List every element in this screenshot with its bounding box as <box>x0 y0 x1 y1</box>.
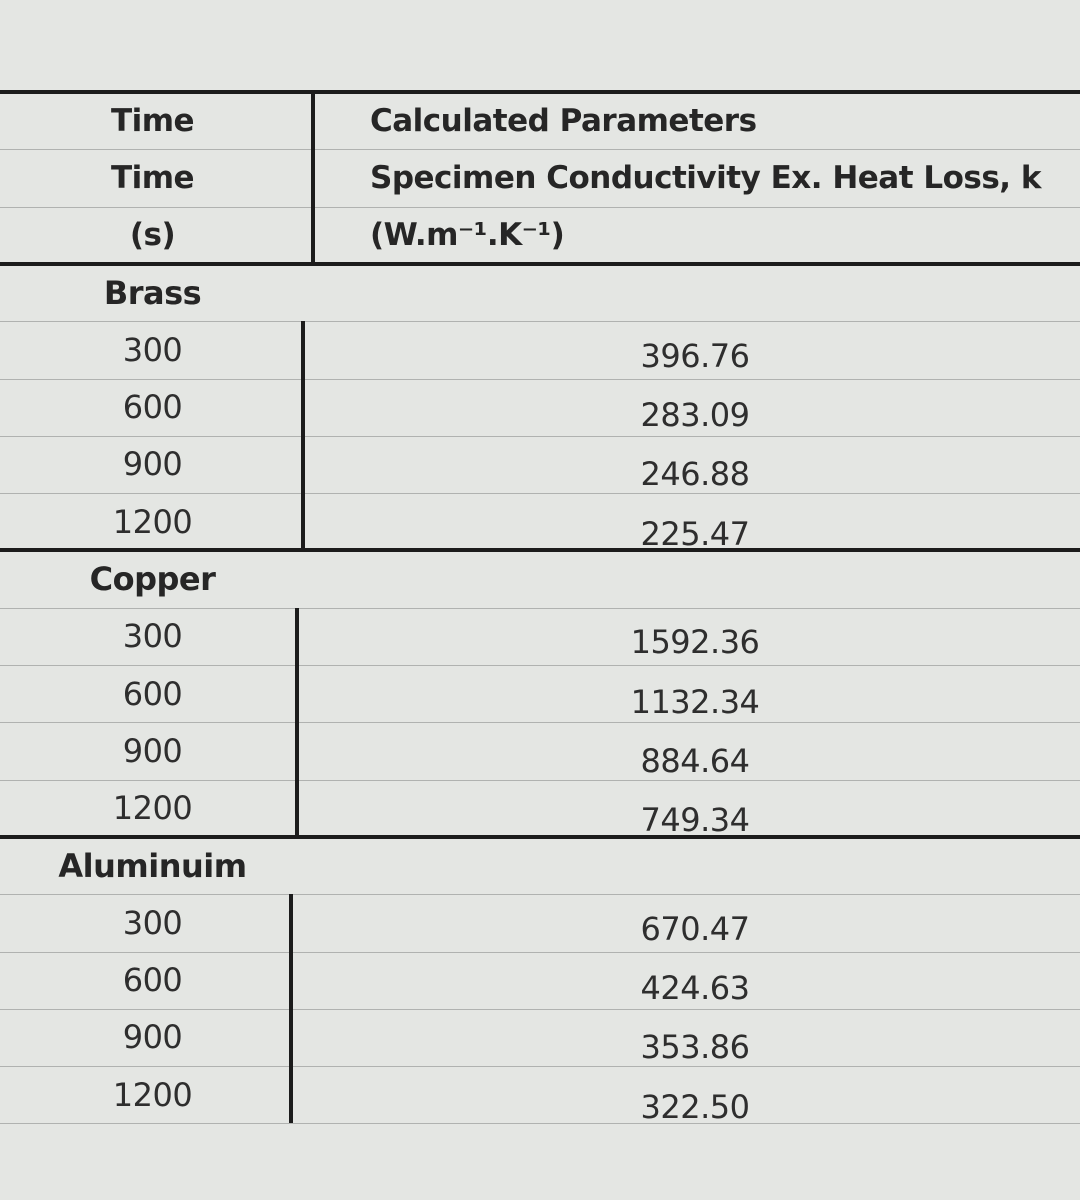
header-cell: Specimen Conductivity Ex. Heat Loss, k <box>370 159 1041 196</box>
row-rule <box>0 321 1080 323</box>
time-cell: 900 <box>122 731 183 770</box>
value-cell: 670.47 <box>640 909 750 948</box>
value-cell: 322.50 <box>640 1087 750 1126</box>
row-rule <box>0 149 1080 151</box>
header-cell: (W.m⁻¹.K⁻¹) <box>370 217 565 254</box>
row-rule <box>0 1008 1080 1010</box>
row-rule <box>0 378 1080 380</box>
time-cell: 600 <box>122 388 183 427</box>
header-cell: Time <box>110 102 195 139</box>
row-rule <box>0 665 1080 666</box>
time-cell: 900 <box>122 445 183 484</box>
time-cell: 1200 <box>112 1075 193 1114</box>
row-rule <box>0 493 1080 495</box>
row-rule <box>0 1066 1080 1068</box>
row-rule <box>0 722 1080 724</box>
time-cell: 1200 <box>112 789 193 828</box>
group-label: Aluminuim <box>58 846 247 885</box>
value-cell: 396.76 <box>640 336 750 375</box>
value-cell: 884.64 <box>640 741 750 780</box>
value-cell: 424.63 <box>640 969 750 1008</box>
thick-rule <box>0 548 1080 553</box>
value-cell: 283.09 <box>640 396 750 435</box>
column-rule <box>301 321 305 551</box>
row-rule <box>0 951 1080 953</box>
row-rule <box>0 894 1080 896</box>
time-cell: 1200 <box>112 502 193 541</box>
column-rule <box>289 894 293 1124</box>
thick-rule <box>0 834 1080 839</box>
header-cell: (s) <box>129 217 176 254</box>
time-cell: 600 <box>122 674 183 713</box>
row-rule <box>0 779 1080 781</box>
value-cell: 353.86 <box>640 1028 750 1067</box>
value-cell: 1132.34 <box>630 682 760 721</box>
thick-rule <box>0 90 1080 94</box>
time-cell: 900 <box>122 1018 183 1057</box>
value-cell: 246.88 <box>640 455 750 494</box>
time-cell: 300 <box>122 617 183 656</box>
row-rule <box>0 607 1080 609</box>
time-cell: 300 <box>122 330 183 369</box>
header-cell: Time <box>110 159 195 196</box>
group-label: Copper <box>89 560 216 599</box>
column-rule <box>295 607 299 837</box>
time-cell: 600 <box>122 961 183 1000</box>
value-cell: 749.34 <box>640 801 750 840</box>
group-label: Brass <box>103 273 202 312</box>
time-cell: 300 <box>122 903 183 942</box>
value-cell: 225.47 <box>640 514 750 553</box>
thick-rule <box>0 261 1080 266</box>
row-rule <box>0 206 1080 208</box>
row-rule <box>0 1123 1080 1125</box>
value-cell: 1592.36 <box>630 623 760 662</box>
row-rule <box>0 435 1080 437</box>
header-cell: Calculated Parameters <box>370 102 757 139</box>
column-rule <box>311 92 315 264</box>
